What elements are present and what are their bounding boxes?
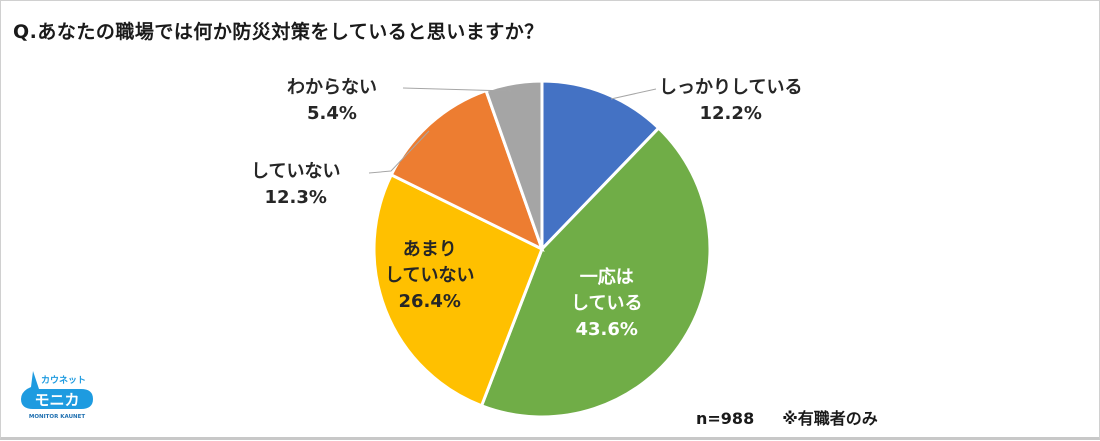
note-text: ※有職者のみ — [782, 409, 878, 428]
label-ichiou: 一応は している 43.6% — [571, 267, 643, 340]
pie-slice — [372, 172, 544, 408]
leader-line-shiteinai — [368, 130, 430, 174]
leader-line-shikkari — [610, 88, 657, 100]
logo-bubble — [21, 371, 93, 409]
chart-title: Q.あなたの職場では何か防災対策をしていると思いますか？ — [13, 21, 544, 43]
logo-top-text: カウネット — [41, 375, 86, 386]
monica-logo: カウネット モニカ MONITOR KAUNET — [21, 371, 93, 420]
logo-main-text: モニカ — [34, 391, 79, 409]
pie-slice — [389, 88, 545, 252]
label-amari: あまり していない 26.4% — [385, 239, 475, 312]
footnote: n=988 ※有職者のみ — [696, 405, 878, 429]
label-shikkari: しっかりしている 12.2% — [659, 77, 803, 124]
label-shiteinai: していない 12.3% — [251, 161, 341, 208]
leader-line-wakaranai — [402, 87, 512, 92]
sample-size: n=988 — [696, 409, 755, 428]
logo-sub-text: MONITOR KAUNET — [29, 414, 86, 420]
pie-slice — [479, 125, 712, 419]
pie-slice — [540, 79, 661, 253]
label-wakaranai: わからない 5.4% — [287, 77, 377, 124]
